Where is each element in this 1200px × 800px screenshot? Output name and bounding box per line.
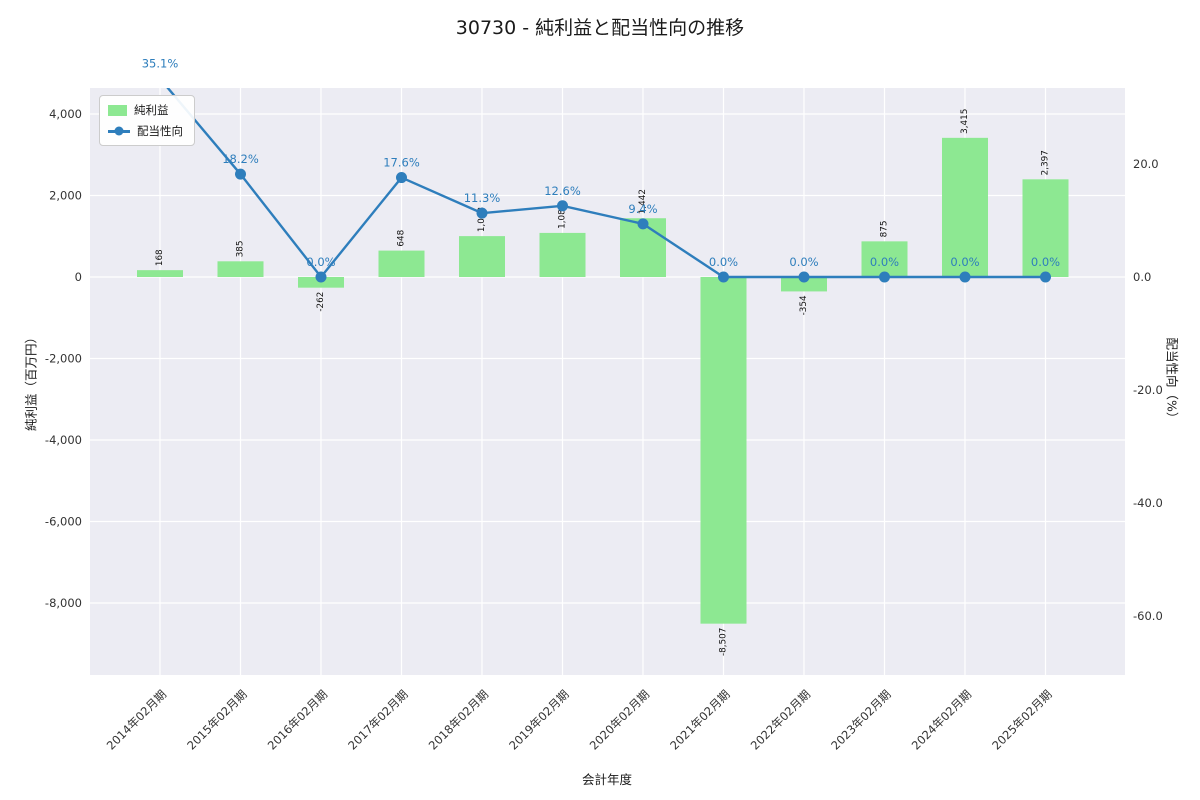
x-axis-title: 会計年度: [581, 772, 633, 787]
marker-dot-icon: [114, 126, 124, 136]
x-tick-label: 2020年02月期: [587, 687, 652, 752]
bar-legend-swatch-icon: [108, 104, 127, 116]
bar-net-income: [942, 137, 988, 277]
payout-marker: [155, 73, 166, 84]
payout-pct-label: 11.3%: [464, 191, 501, 205]
payout-marker: [557, 200, 568, 212]
y-tick-label-right: -60.0: [1133, 609, 1163, 623]
x-tick-label: 2014年02月期: [104, 687, 169, 752]
bar-net-income: [217, 261, 264, 277]
bar-net-income: [700, 277, 747, 624]
bar-net-income: [1022, 179, 1069, 277]
payout-pct-label: 0.0%: [789, 255, 818, 269]
chart-title: 30730 - 純利益と配当性向の推移: [455, 17, 745, 39]
x-tick-label: 2025年02月期: [989, 687, 1054, 752]
payout-marker: [315, 271, 327, 283]
y-tick-label-left: -6,000: [45, 515, 82, 529]
line-legend-swatch-icon: [108, 125, 130, 137]
payout-marker: [476, 207, 488, 219]
payout-line-group: [155, 73, 1051, 283]
payout-pct-label: 12.6%: [544, 184, 581, 198]
y-tick-label-right: -20.0: [1133, 383, 1163, 397]
y-axis-title-right: 配当性向（%）: [1164, 337, 1180, 425]
x-tick-label: 2015年02月期: [184, 687, 249, 752]
payout-marker: [396, 172, 407, 184]
y-tick-label-right: 0.0: [1133, 270, 1151, 284]
payout-pct-label: 18.2%: [222, 152, 259, 166]
y-tick-label-right: 20.0: [1133, 157, 1159, 171]
payout-pct-label: 17.6%: [383, 156, 420, 170]
payout-pct-label: 0.0%: [950, 255, 979, 269]
bar-value-label: -8,507: [719, 628, 729, 656]
payout-pct-label: 0.0%: [870, 255, 899, 269]
legend: 純利益 配当性向: [99, 95, 195, 146]
y-tick-label-left: -8,000: [45, 596, 82, 610]
payout-pct-label: 35.1%: [142, 57, 179, 71]
bar-net-income: [378, 250, 425, 277]
y-tick-label-left: -2,000: [45, 352, 82, 366]
payout-pct-label: 0.0%: [306, 255, 335, 269]
x-tick-label: 2016年02月期: [265, 687, 330, 752]
legend-label-net-income: 純利益: [134, 103, 169, 117]
payout-marker: [798, 271, 810, 283]
legend-item-net-income: 純利益: [108, 102, 183, 118]
bar-net-income: [459, 236, 505, 277]
bar-value-label: 875: [880, 221, 890, 238]
bar-value-label: -354: [799, 295, 809, 315]
y-axis-title-left: 純利益（百万円）: [23, 330, 39, 432]
legend-item-payout-ratio: 配当性向: [108, 123, 183, 139]
bar-value-label: 1,442: [638, 189, 648, 214]
bar-value-label: 3,415: [960, 109, 970, 134]
x-tick-label: 2021年02月期: [667, 687, 732, 752]
bar-net-income: [137, 270, 183, 277]
bar-value-label: 648: [397, 230, 407, 247]
bar-net-income: [861, 241, 908, 277]
payout-marker: [718, 271, 729, 283]
x-tick-label: 2018年02月期: [426, 687, 491, 752]
payout-marker: [235, 168, 246, 180]
payout-marker: [1040, 271, 1051, 283]
y-tick-label-left: 0: [75, 270, 82, 284]
x-tick-label: 2017年02月期: [345, 687, 410, 752]
x-tick-label: 2023年02月期: [828, 687, 893, 752]
payout-marker: [637, 218, 649, 230]
bar-net-income: [539, 232, 586, 277]
legend-label-payout-ratio: 配当性向: [137, 124, 183, 138]
payout-pct-label: 9.4%: [628, 202, 657, 216]
payout-marker: [879, 271, 890, 283]
bar-value-label: 2,397: [1041, 150, 1051, 175]
payout-marker: [959, 271, 971, 283]
payout-pct-label: 0.0%: [709, 255, 738, 269]
y-tick-label-left: 2,000: [49, 189, 82, 203]
y-tick-label-left: 4,000: [49, 107, 82, 121]
bar-net-income: [781, 277, 827, 292]
y-tick-label-left: -4,000: [45, 433, 82, 447]
bar-value-label: 385: [236, 241, 246, 258]
bar-value-label: 1,082: [558, 204, 568, 229]
x-tick-label: 2019年02月期: [506, 687, 571, 752]
y-tick-label-right: -40.0: [1133, 496, 1163, 510]
bar-value-label: 168: [155, 249, 165, 266]
bar-value-label: 1,003: [477, 207, 487, 232]
x-tick-label: 2024年02月期: [909, 687, 974, 752]
x-tick-label: 2022年02月期: [748, 687, 813, 752]
payout-line: [166, 88, 1046, 279]
bar-value-label: -262: [316, 292, 326, 312]
payout-pct-label: 0.0%: [1031, 255, 1060, 269]
